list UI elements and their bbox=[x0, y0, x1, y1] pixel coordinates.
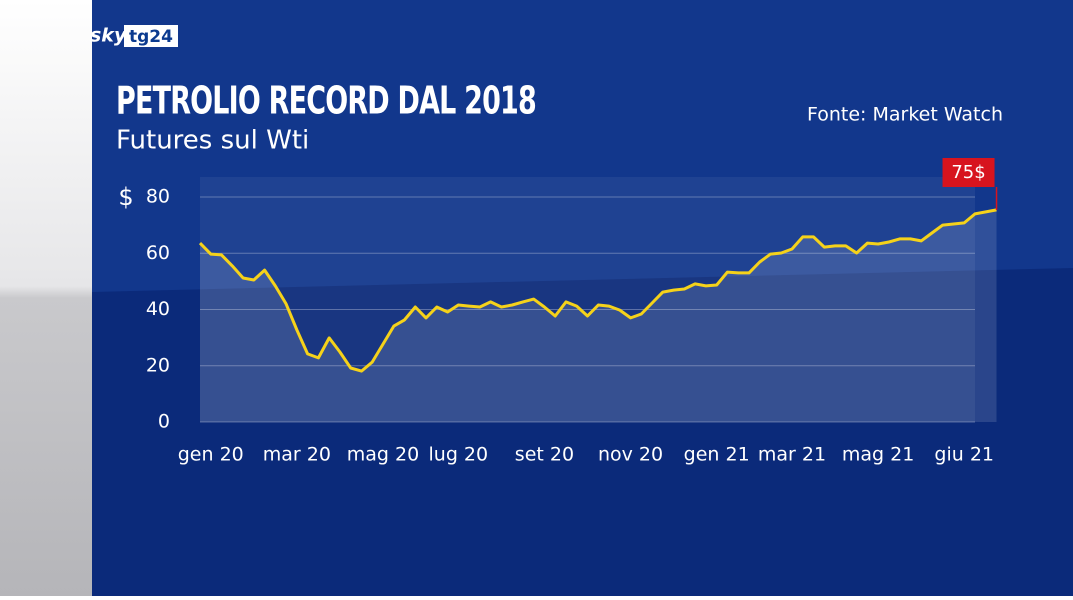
x-tick-label: mag 21 bbox=[842, 444, 914, 466]
annotation-box bbox=[942, 158, 995, 187]
side-strip bbox=[0, 0, 92, 596]
annotation: 75$ bbox=[951, 162, 985, 183]
chart-title: PETROLIO RECORD DAL 2018 bbox=[116, 79, 536, 123]
source: Fonte: Market Watch bbox=[807, 104, 1003, 126]
y-tick-label: 0 bbox=[158, 411, 170, 433]
x-tick-label: mag 20 bbox=[347, 444, 419, 466]
x-tick-label: set 20 bbox=[515, 444, 574, 466]
y-tick-label: 60 bbox=[146, 242, 170, 264]
y-unit: $ bbox=[118, 183, 133, 211]
line bbox=[198, 208, 997, 373]
area bbox=[200, 209, 997, 422]
y-tick-label: 80 bbox=[146, 186, 170, 208]
x-tick-label: nov 20 bbox=[598, 444, 663, 466]
y-tick-label: 40 bbox=[146, 298, 170, 320]
x-tick-label: mar 21 bbox=[758, 444, 826, 466]
logo-channel: tg24 bbox=[129, 27, 173, 47]
logo-box bbox=[124, 25, 178, 47]
background-band bbox=[92, 0, 1073, 292]
y-tick-label: 20 bbox=[146, 354, 170, 376]
x-tick-label: mar 20 bbox=[263, 444, 331, 466]
plot-panel bbox=[200, 177, 975, 422]
logo-brand: sky bbox=[90, 25, 128, 47]
chart-subtitle: Futures sul Wti bbox=[116, 126, 309, 156]
x-tick-label: gen 20 bbox=[178, 444, 244, 466]
x-tick-label: lug 20 bbox=[429, 444, 489, 466]
x-tick-label: giu 21 bbox=[934, 444, 994, 466]
x-tick-label: gen 21 bbox=[684, 444, 750, 466]
